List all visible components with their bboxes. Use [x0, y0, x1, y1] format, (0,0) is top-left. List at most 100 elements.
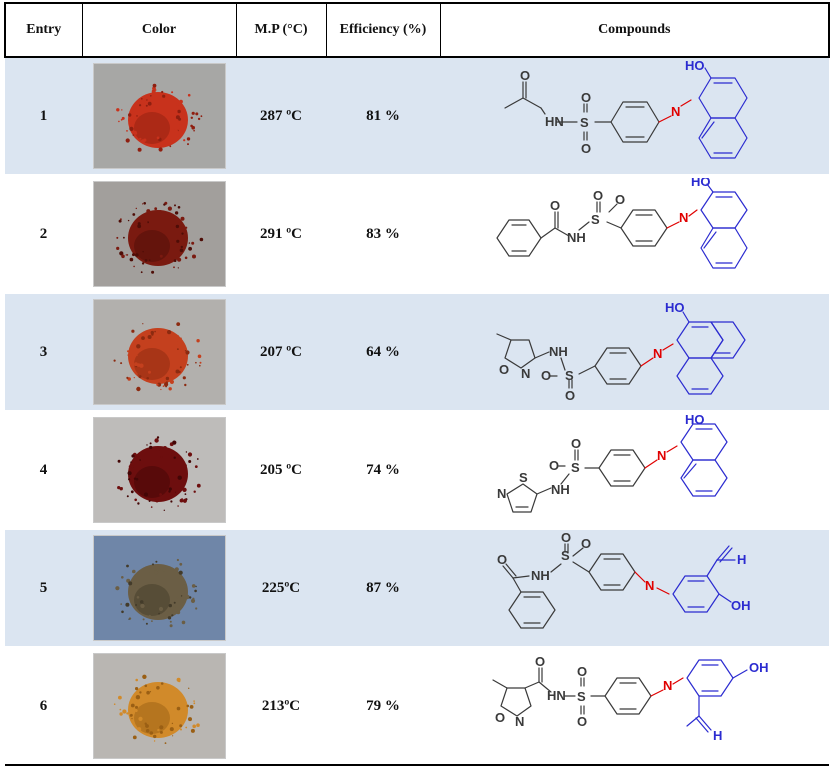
compound-cell: S N NH S O O N HO: [440, 411, 829, 530]
powder-photo: [93, 418, 225, 522]
compound-cell: O NH S O O N HO: [440, 175, 829, 294]
nh-label: NH: [549, 344, 568, 359]
powder-photo: [93, 654, 225, 758]
efficiency-cell: 79 %: [326, 647, 440, 766]
compound-structure-1: HN S O O O N HO: [503, 60, 748, 159]
color-cell: [82, 411, 236, 530]
compound-cell: O NH S O O N H OH: [440, 529, 829, 648]
header-color: Color: [81, 2, 237, 58]
header-mp: M.P (°C): [235, 2, 327, 58]
oh-label: OH: [731, 598, 751, 613]
s-label: S: [519, 470, 528, 485]
o-label: O: [581, 536, 591, 551]
o-label: O: [581, 141, 591, 156]
o-label: O: [495, 710, 505, 725]
color-cell: [82, 529, 236, 648]
compound-table: Entry Color M.P (°C) Efficiency (%) Comp…: [4, 2, 830, 766]
compound-structure-2: O NH S O O N HO: [495, 178, 748, 269]
o-label: O: [577, 664, 587, 679]
header-efficiency: Efficiency (%): [325, 2, 441, 58]
header-entry: Entry: [4, 2, 83, 58]
color-cell: [82, 175, 236, 294]
table-row: 2 291 ºC 83 %: [5, 175, 829, 294]
s-label: S: [580, 115, 589, 130]
entry-cell: 1: [5, 57, 82, 176]
entry-cell: 6: [5, 647, 82, 766]
color-cell: [82, 647, 236, 766]
hn-label: HN: [545, 114, 564, 129]
table-row: 1 287 ºC 81 %: [5, 57, 829, 176]
n-label: N: [645, 578, 654, 593]
powder-photo: [93, 182, 225, 286]
o-label: O: [615, 192, 625, 207]
n-label: N: [521, 366, 530, 381]
efficiency-cell: 83 %: [326, 175, 440, 294]
entry-cell: 2: [5, 175, 82, 294]
o-label: O: [565, 388, 575, 403]
compound-cell: O N NH S O O N HO: [440, 293, 829, 412]
table-row: 6 213ºC 79 %: [5, 647, 829, 766]
efficiency-cell: 74 %: [326, 411, 440, 530]
mp-cell: 205 ºC: [236, 411, 326, 530]
n-label: N: [653, 346, 662, 361]
compound-cell: O N O HN S O O N OH H: [440, 647, 829, 766]
o-label: O: [497, 552, 507, 567]
ho-label: HO: [685, 60, 705, 73]
compound-structure-5: O NH S O O N H OH: [497, 532, 751, 629]
n-label: N: [657, 448, 666, 463]
compound-structure-6: O N O HN S O O N OH H: [491, 654, 769, 743]
header-compounds: Compounds: [439, 2, 830, 58]
o-label: O: [561, 532, 571, 545]
n-label: N: [663, 678, 672, 693]
o-label: O: [520, 68, 530, 83]
ho-label: HO: [685, 414, 705, 427]
s-label: S: [571, 460, 580, 475]
mp-cell: 213ºC: [236, 647, 326, 766]
s-label: S: [591, 212, 600, 227]
n-label: N: [497, 486, 506, 501]
nh-label: NH: [567, 230, 586, 245]
s-label: S: [561, 548, 570, 563]
ho-label: HO: [691, 178, 711, 189]
color-cell: [82, 57, 236, 176]
oh-label: OH: [749, 660, 769, 675]
header-row: Entry Color M.P (°C) Efficiency (%) Comp…: [4, 2, 830, 58]
s-label: S: [565, 368, 574, 383]
o-label: O: [499, 362, 509, 377]
color-cell: [82, 293, 236, 412]
compound-structure-3: O N NH S O O N HO: [495, 300, 746, 403]
o-label: O: [577, 714, 587, 729]
efficiency-cell: 81 %: [326, 57, 440, 176]
powder-photo: [93, 64, 225, 168]
table-row: 4 205 ºC 74 %: [5, 411, 829, 530]
o-label: O: [581, 90, 591, 105]
o-label: O: [571, 436, 581, 451]
o-label: O: [541, 368, 551, 383]
o-label: O: [550, 198, 560, 213]
table-row: 3 207 ºC 64 %: [5, 293, 829, 412]
o-label: O: [535, 654, 545, 669]
mp-cell: 207 ºC: [236, 293, 326, 412]
o-label: O: [549, 458, 559, 473]
n-label: N: [515, 714, 524, 729]
h-label: H: [737, 552, 746, 567]
compound-structure-4: S N NH S O O N HO: [497, 414, 728, 513]
o-label: O: [593, 188, 603, 203]
nh-label: NH: [551, 482, 570, 497]
efficiency-cell: 87 %: [326, 529, 440, 648]
hn-label: HN: [547, 688, 566, 703]
ho-label: HO: [665, 300, 685, 315]
h-label: H: [713, 728, 722, 743]
powder-photo: [93, 300, 225, 404]
efficiency-cell: 64 %: [326, 293, 440, 412]
mp-cell: 291 ºC: [236, 175, 326, 294]
n-label: N: [679, 210, 688, 225]
entry-cell: 4: [5, 411, 82, 530]
table-row: 5 225ºC 87 %: [5, 529, 829, 648]
powder-photo: [93, 536, 225, 640]
mp-cell: 225ºC: [236, 529, 326, 648]
s-label: S: [577, 689, 586, 704]
entry-cell: 5: [5, 529, 82, 648]
n-label: N: [671, 104, 680, 119]
